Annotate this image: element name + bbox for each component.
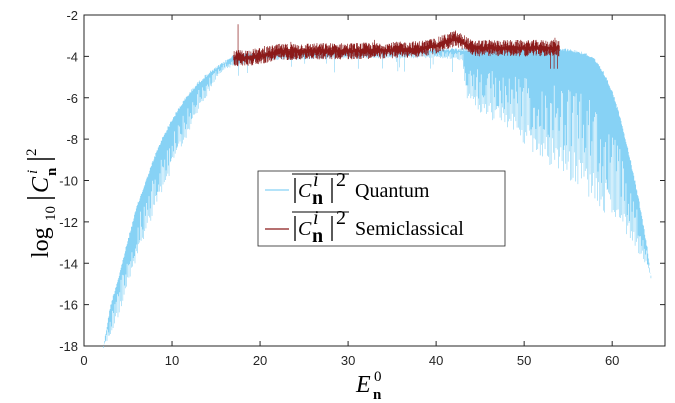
x-tick-label: 60 <box>605 353 619 368</box>
y-tick-label: -18 <box>59 339 78 354</box>
legend-sup-semiclassical: i <box>313 207 319 229</box>
legend-pow-quantum: 2 <box>336 169 346 191</box>
y-axis-label-func: log <box>28 227 54 258</box>
x-axis-label-sub: n <box>373 387 382 403</box>
x-tick-label: 50 <box>517 353 531 368</box>
ticks-layer: 0 10 20 30 40 50 60 -18 -16 -14 -12 -10 -8 -6 -4 -2 <box>59 8 665 368</box>
legend-sub-quantum: n <box>312 187 323 209</box>
legend-entry-quantum: C i n 2 Quantum <box>265 169 430 209</box>
legend-label-semiclassical: Semiclassical <box>355 218 464 240</box>
y-tick-label: -12 <box>59 215 78 230</box>
x-tick-label: 40 <box>429 353 443 368</box>
y-axis-label-func-sub: 10 <box>43 206 59 221</box>
x-axis-label: E n 0 <box>355 369 382 403</box>
legend-sup-quantum: i <box>313 169 319 191</box>
y-axis-label-var-sub: n <box>44 167 60 176</box>
legend-c-semiclassical: C <box>298 218 312 240</box>
x-tick-label: 20 <box>253 353 267 368</box>
legend-entry-semiclassical: C i n 2 Semiclassical <box>265 207 464 247</box>
y-axis-label-var: C <box>28 176 54 193</box>
x-tick-label: 30 <box>341 353 355 368</box>
y-tick-label: -8 <box>66 132 78 147</box>
legend: C i n 2 Quantum C i n 2 Semiclassical <box>257 169 506 247</box>
y-tick-label: -14 <box>59 256 78 271</box>
x-tick-label: 0 <box>80 353 87 368</box>
x-tick-label: 10 <box>165 353 179 368</box>
y-tick-label: -4 <box>66 49 78 64</box>
legend-box <box>257 170 506 247</box>
y-axis-label-var-sup: i <box>25 170 41 174</box>
y-tick-label: -16 <box>59 298 78 313</box>
series-semiclassical-trace <box>233 24 560 69</box>
y-tick-label: -6 <box>66 91 78 106</box>
y-tick-label: -10 <box>59 174 78 189</box>
y-tick-label: -2 <box>66 8 78 23</box>
y-axis-label-power: 2 <box>24 149 40 157</box>
legend-c-quantum: C <box>298 180 312 202</box>
legend-sub-semiclassical: n <box>312 225 323 247</box>
y-axis-label: log 10 C i n 2 <box>24 149 60 259</box>
x-axis-label-sup: 0 <box>374 369 382 385</box>
series-semiclassical <box>233 24 560 69</box>
x-axis-label-main: E <box>355 372 371 398</box>
legend-pow-semiclassical: 2 <box>336 207 346 229</box>
legend-label-quantum: Quantum <box>355 180 430 202</box>
series-layer <box>103 24 652 349</box>
